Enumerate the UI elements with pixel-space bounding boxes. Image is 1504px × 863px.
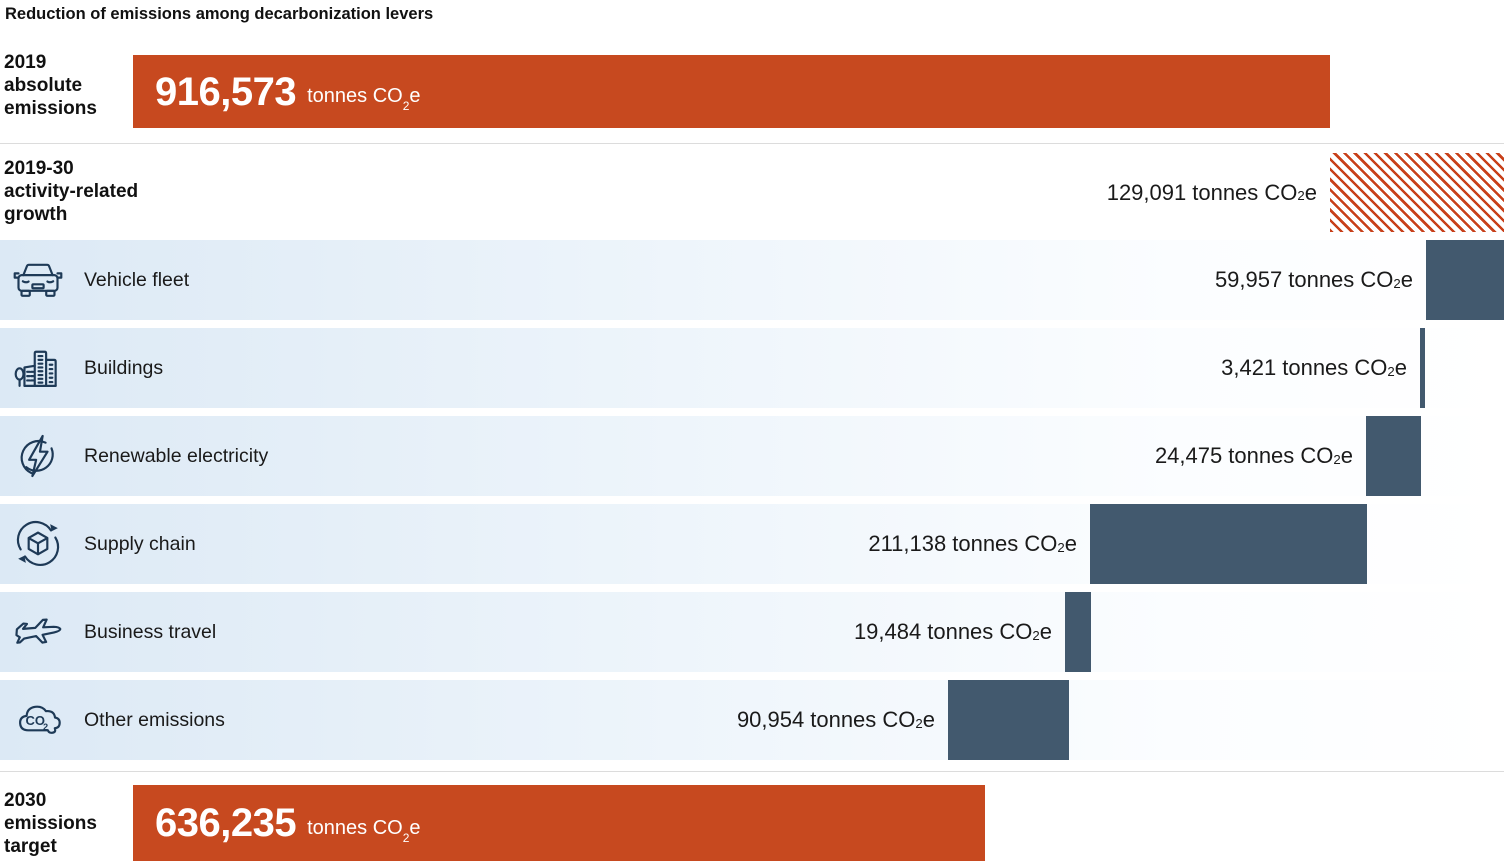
value-2030: 636,235 (155, 803, 296, 843)
lever-row-buildings: Buildings 3,421tonnes CO2e (0, 328, 1504, 408)
label-line: target (4, 835, 97, 858)
lever-value: 211,138tonnes CO2e (868, 504, 1077, 584)
co2-cloud-icon: CO 2 (12, 694, 64, 746)
section-divider (0, 143, 1504, 144)
cube-cycle-icon (12, 518, 64, 570)
label-line: growth (4, 203, 138, 226)
value-activity-growth: 129,091tonnes CO2e (1107, 153, 1317, 232)
label-2030-emissions-target: 2030 emissions target (4, 789, 97, 858)
unit-label: tonnes CO2e (307, 807, 420, 840)
label-line: emissions (4, 97, 97, 120)
lever-value: 3,421tonnes CO2e (1221, 328, 1407, 408)
lever-label: Other emissions (84, 680, 225, 760)
label-line: absolute (4, 74, 97, 97)
section-divider (0, 771, 1504, 772)
bar-business-travel (1065, 592, 1091, 672)
lever-value: 19,484tonnes CO2e (854, 592, 1052, 672)
label-2019-absolute-emissions: 2019 absolute emissions (4, 51, 97, 120)
car-icon (12, 254, 64, 306)
bar-2019-absolute-emissions: 916,573 tonnes CO2e (133, 55, 1330, 128)
lever-row-business-travel: Business travel 19,484tonnes CO2e (0, 592, 1504, 672)
unit-label: tonnes CO2e (307, 75, 420, 108)
label-line: 2030 (4, 789, 97, 812)
lightning-circle-icon (12, 430, 64, 482)
lever-row-other-emissions: CO 2 Other emissions 90,954tonnes CO2e (0, 680, 1504, 760)
lever-label: Vehicle fleet (84, 240, 189, 320)
buildings-icon (12, 342, 64, 394)
waterfall-chart: Reduction of emissions among decarboniza… (0, 0, 1504, 863)
airplane-icon (12, 606, 64, 658)
lever-row-renewable-electricity: Renewable electricity 24,475tonnes CO2e (0, 416, 1504, 496)
bar-buildings (1420, 328, 1425, 408)
label-line: emissions (4, 812, 97, 835)
bar-activity-growth-hatched (1330, 153, 1504, 232)
value-2019: 916,573 (155, 72, 296, 112)
lever-value: 90,954tonnes CO2e (737, 680, 935, 760)
bar-supply-chain (1090, 504, 1367, 584)
lever-value: 24,475tonnes CO2e (1155, 416, 1353, 496)
bar-renewable-electricity (1366, 416, 1421, 496)
lever-value: 59,957tonnes CO2e (1215, 240, 1413, 320)
bar-vehicle-fleet (1426, 240, 1504, 320)
lever-label: Renewable electricity (84, 416, 268, 496)
lever-label: Buildings (84, 328, 163, 408)
bar-other-emissions (948, 680, 1069, 760)
svg-text:2: 2 (43, 722, 48, 732)
chart-title: Reduction of emissions among decarboniza… (5, 5, 433, 24)
label-line: activity-related (4, 180, 138, 203)
label-line: 2019 (4, 51, 97, 74)
lever-row-vehicle-fleet: Vehicle fleet 59,957tonnes CO2e (0, 240, 1504, 320)
bar-2030-emissions-target: 636,235 tonnes CO2e (133, 785, 985, 861)
lever-row-supply-chain: Supply chain 211,138tonnes CO2e (0, 504, 1504, 584)
label-line: 2019-30 (4, 157, 138, 180)
lever-label: Business travel (84, 592, 216, 672)
label-activity-growth: 2019-30 activity-related growth (4, 157, 138, 226)
lever-label: Supply chain (84, 504, 196, 584)
